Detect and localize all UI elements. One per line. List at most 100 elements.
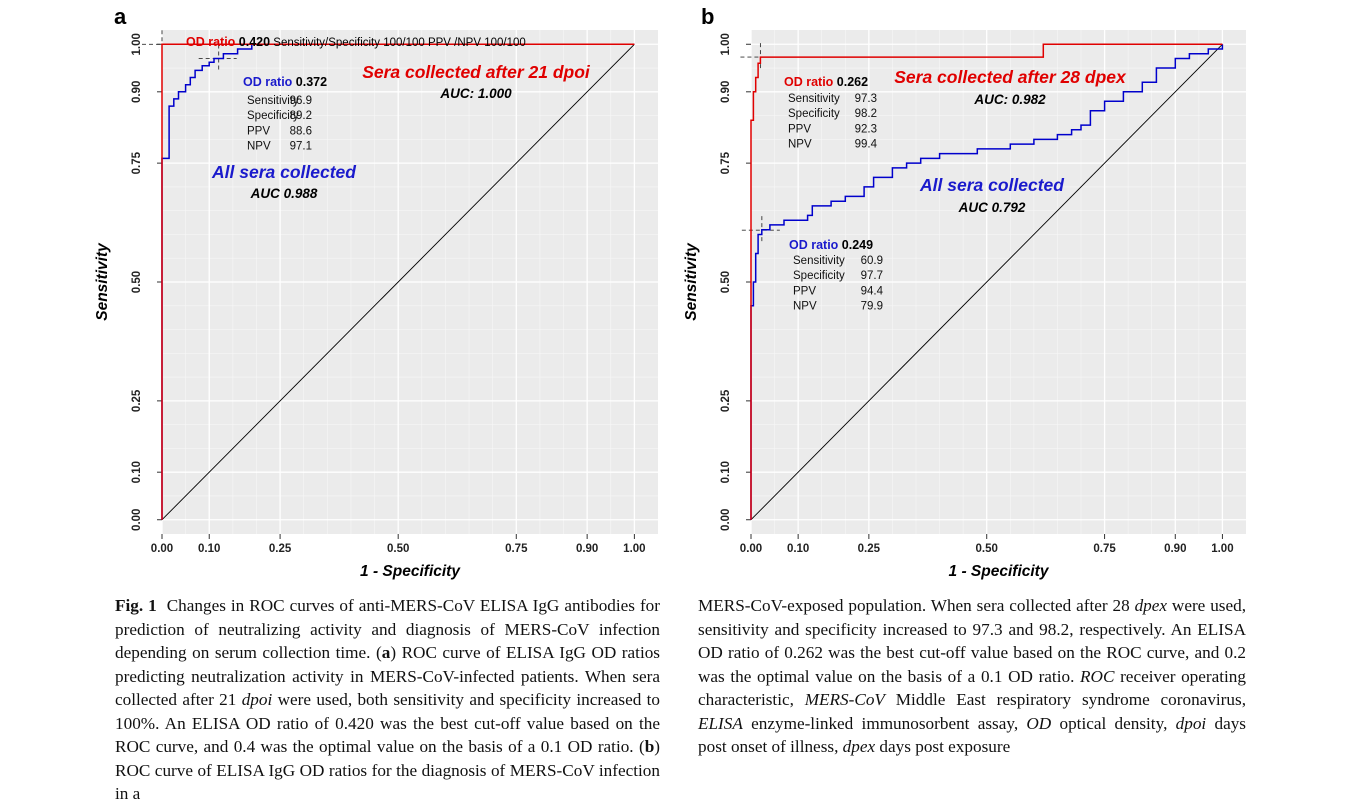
- auc-red: AUC: 0.982: [973, 92, 1046, 107]
- od-ratio-label-blue: OD ratio 0.372: [243, 75, 327, 89]
- stat-label: PPV: [247, 125, 270, 137]
- od-ratio-value: 0.420: [239, 35, 270, 49]
- roc-series-line: [161, 43, 635, 520]
- left-run: ) ROC curve of ELISA IgG OD ratios for t…: [115, 737, 660, 803]
- left-run: were used, both sensitivity and specific…: [115, 690, 661, 756]
- x-tick-label: 0.00: [151, 543, 173, 555]
- y-tick-label: 1.00: [131, 33, 143, 55]
- stat-value: 92.3: [855, 123, 877, 135]
- x-tick-label: 0.90: [1164, 543, 1186, 555]
- right-run: receiver operating characteristic,: [698, 666, 1246, 710]
- y-tick-label: 0.00: [131, 509, 143, 531]
- x-tick-label: 1.00: [623, 543, 645, 555]
- series-title-blue: All sera collected: [919, 175, 1064, 195]
- od-ratio-value: 0.262: [837, 75, 868, 89]
- auc-blue: AUC 0.792: [958, 200, 1026, 215]
- series-title-red: Sera collected after 21 dpoi: [362, 62, 591, 82]
- figure-label: Fig. 1: [115, 596, 157, 615]
- right-run: days post onset of illness,: [698, 713, 1246, 757]
- stat-value: 98.2: [855, 108, 877, 120]
- stat-value: 97.7: [861, 270, 883, 282]
- left-run: a: [381, 643, 391, 662]
- od-ratio-extra: Sensitivity/Specificity 100/100 PPV /NPV…: [270, 37, 526, 49]
- y-tick-label: 0.25: [720, 389, 732, 412]
- y-tick-label: 0.90: [720, 81, 732, 103]
- stat-value: 99.4: [855, 139, 878, 151]
- y-axis-label: Sensitivity: [683, 242, 700, 321]
- stat-label: NPV: [793, 301, 817, 313]
- od-ratio-value: 0.249: [842, 238, 873, 252]
- roc-chart-b: 0.00 0.10 0.25 0.50 0.75 0.90 1.00 0.00 0.10 0.25…: [683, 30, 1246, 580]
- stat-label: Sensitivity: [788, 93, 840, 105]
- stat-value: 97.1: [290, 141, 312, 153]
- y-tick-label: 0.10: [720, 461, 732, 483]
- right-run: days post exposure: [875, 737, 1011, 756]
- series-title-red: Sera collected after 28 dpex: [894, 67, 1127, 87]
- stat-label: Specificity: [793, 270, 845, 282]
- reference-diagonal-line: [161, 43, 635, 521]
- stat-value: 79.9: [861, 301, 883, 313]
- auc-blue: AUC 0.988: [250, 186, 318, 201]
- y-tick-label: 0.50: [131, 271, 143, 293]
- auc-red: AUC: 1.000: [439, 86, 512, 101]
- x-tick-label: 0.25: [269, 543, 292, 555]
- x-tick-label: 0.75: [505, 543, 528, 555]
- left-run: Changes in ROC curves of anti-MERS-CoV E…: [115, 596, 660, 662]
- stat-value: 94.4: [861, 285, 884, 297]
- x-tick-label: 1.00: [1211, 543, 1233, 555]
- panel-letter-b: b: [701, 4, 715, 29]
- y-tick-label: 0.90: [131, 81, 143, 103]
- od-ratio-prefix: OD ratio: [243, 75, 296, 89]
- right-run: enzyme-linked immunosorbent assay,: [742, 713, 1027, 733]
- roc-series-line: [161, 43, 635, 520]
- roc-chart-a: 0.00 0.10 0.25 0.50 0.75 0.90 1.00 0.00 0.10 0.25…: [94, 30, 658, 580]
- x-tick-label: 0.25: [858, 543, 881, 555]
- x-tick-label: 0.75: [1093, 543, 1116, 555]
- right-run: dpex: [842, 737, 876, 756]
- stat-value: 88.6: [290, 125, 312, 137]
- stat-label: NPV: [247, 141, 271, 153]
- reference-diagonal-line: [750, 43, 1223, 521]
- stat-value: 89.2: [290, 110, 312, 122]
- panel-letter-a: a: [114, 4, 127, 29]
- x-tick-label: 0.50: [976, 543, 998, 555]
- series-title-blue: All sera collected: [211, 162, 356, 182]
- x-tick-label: 0.10: [198, 543, 220, 555]
- stat-label: PPV: [793, 285, 816, 297]
- stat-value: 96.9: [290, 95, 312, 107]
- right-run: dpex: [1134, 596, 1168, 615]
- right-run: ELISA: [698, 713, 743, 733]
- stat-label: Specificity: [247, 110, 299, 122]
- right-run: optical density,: [1051, 713, 1176, 733]
- right-run: OD: [1026, 713, 1052, 733]
- right-run: Middle East respiratory syndrome coronav…: [884, 690, 1246, 709]
- x-axis-label: 1 - Specificity: [949, 563, 1050, 580]
- stat-label: Specificity: [788, 108, 840, 120]
- x-tick-label: 0.50: [387, 543, 409, 555]
- x-axis-label: 1 - Specificity: [360, 563, 461, 580]
- y-tick-label: 0.50: [720, 271, 732, 293]
- y-tick-label: 1.00: [720, 33, 732, 55]
- right-run: dpoi: [1175, 713, 1207, 733]
- od-ratio-label-red: OD ratio 0.420 Sensitivity/Specificity 1…: [186, 35, 526, 49]
- roc-series-line: [750, 44, 1224, 520]
- stat-label: PPV: [788, 123, 811, 135]
- od-ratio-prefix: OD ratio: [789, 238, 842, 252]
- x-tick-label: 0.10: [787, 543, 809, 555]
- y-tick-label: 0.10: [131, 461, 143, 483]
- stat-value: 97.3: [855, 93, 877, 105]
- left-run: ) ROC curve of ELISA IgG OD ratios predi…: [115, 643, 660, 709]
- od-ratio-prefix: OD ratio: [186, 35, 239, 49]
- caption-left: Fig. 1 Changes in ROC curves of anti-MER…: [115, 594, 660, 806]
- right-run: ROC: [1080, 666, 1115, 686]
- y-tick-label: 0.75: [131, 151, 143, 174]
- od-ratio-value: 0.372: [296, 75, 327, 89]
- y-axis-label: Sensitivity: [94, 242, 111, 321]
- left-run: dpoi: [241, 690, 273, 709]
- left-run: b: [644, 737, 655, 756]
- y-tick-label: 0.75: [720, 151, 732, 174]
- stat-label: NPV: [788, 139, 812, 151]
- od-ratio-label-blue: OD ratio 0.249: [789, 238, 873, 252]
- right-run: MERS-CoV: [804, 690, 885, 709]
- roc-series-line: [750, 43, 1223, 520]
